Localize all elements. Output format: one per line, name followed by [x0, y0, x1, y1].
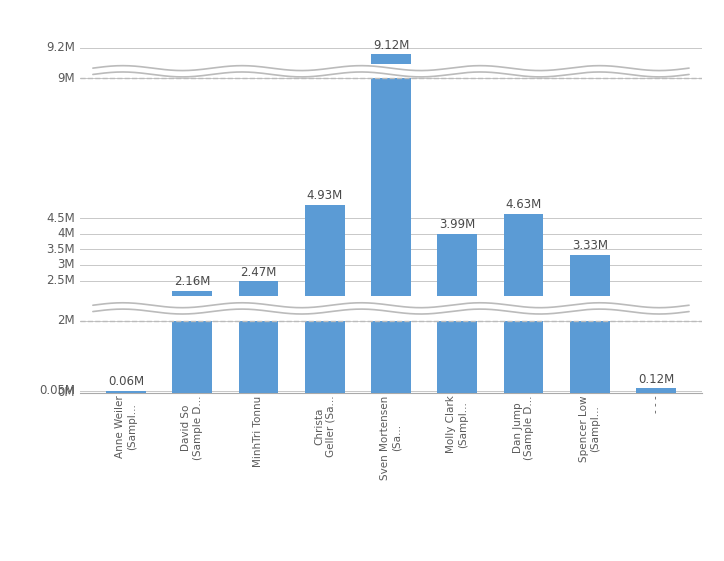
Bar	[570, 321, 610, 393]
Text: 3M: 3M	[57, 259, 75, 272]
Text: 2.47M: 2.47M	[240, 266, 277, 279]
Bar	[172, 291, 212, 321]
Bar	[305, 321, 345, 393]
Text: 9.12M: 9.12M	[373, 39, 409, 52]
Bar	[239, 321, 278, 393]
Bar	[437, 321, 477, 393]
Bar	[504, 321, 543, 393]
Text: 0.12M: 0.12M	[638, 373, 674, 385]
Text: 4.93M: 4.93M	[306, 189, 343, 202]
Text: 9.2M: 9.2M	[46, 42, 75, 54]
Text: 2M: 2M	[57, 314, 75, 327]
Bar	[371, 79, 411, 321]
Bar	[305, 205, 345, 321]
Bar	[371, 54, 411, 79]
Text: 3.5M: 3.5M	[46, 243, 75, 256]
Bar	[80, 296, 702, 321]
Text: 3.99M: 3.99M	[439, 218, 476, 231]
Bar	[172, 321, 212, 393]
Bar	[239, 282, 278, 321]
Text: 4.5M: 4.5M	[46, 212, 75, 225]
Text: 2.16M: 2.16M	[174, 275, 211, 288]
Text: 3.33M: 3.33M	[572, 239, 607, 252]
Text: 9M: 9M	[57, 72, 75, 85]
Bar	[106, 390, 146, 393]
Bar	[636, 388, 675, 393]
Bar	[371, 321, 411, 393]
Bar	[80, 65, 702, 79]
Text: 0.05M: 0.05M	[39, 384, 75, 397]
Text: 2.5M: 2.5M	[46, 274, 75, 287]
Bar	[437, 234, 477, 321]
Text: 0.06M: 0.06M	[108, 375, 144, 388]
Text: 4M: 4M	[57, 227, 75, 240]
Text: 4.63M: 4.63M	[505, 199, 542, 211]
Bar	[570, 255, 610, 321]
Bar	[504, 214, 543, 321]
Text: 0M: 0M	[57, 386, 75, 399]
